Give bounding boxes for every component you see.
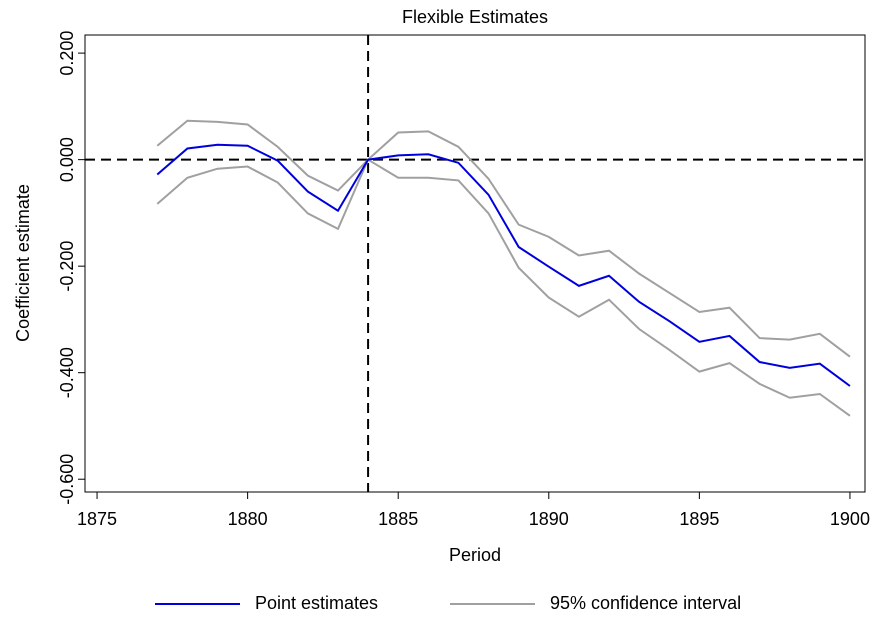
point-line	[156, 143, 851, 387]
x-tick-label: 1880	[228, 509, 268, 529]
y-tick-label: 0.000	[57, 137, 77, 182]
chart-title: Flexible Estimates	[402, 7, 548, 27]
x-tick-label: 1875	[77, 509, 117, 529]
legend-label: 95% confidence interval	[550, 593, 741, 613]
y-axis-title: Coefficient estimate	[13, 184, 33, 342]
x-axis-title: Period	[449, 545, 501, 565]
y-tick-label: -0.600	[57, 454, 77, 505]
ci-lower-line	[156, 158, 851, 417]
x-tick-label: 1900	[830, 509, 870, 529]
x-tick-label: 1895	[679, 509, 719, 529]
ci-upper-line	[156, 119, 851, 358]
x-tick-label: 1890	[529, 509, 569, 529]
y-tick-label: -0.400	[57, 347, 77, 398]
legend-label: Point estimates	[255, 593, 378, 613]
y-tick-label: 0.200	[57, 31, 77, 76]
plot-frame	[84, 34, 866, 493]
x-tick-label: 1885	[378, 509, 418, 529]
y-tick-label: -0.200	[57, 241, 77, 292]
